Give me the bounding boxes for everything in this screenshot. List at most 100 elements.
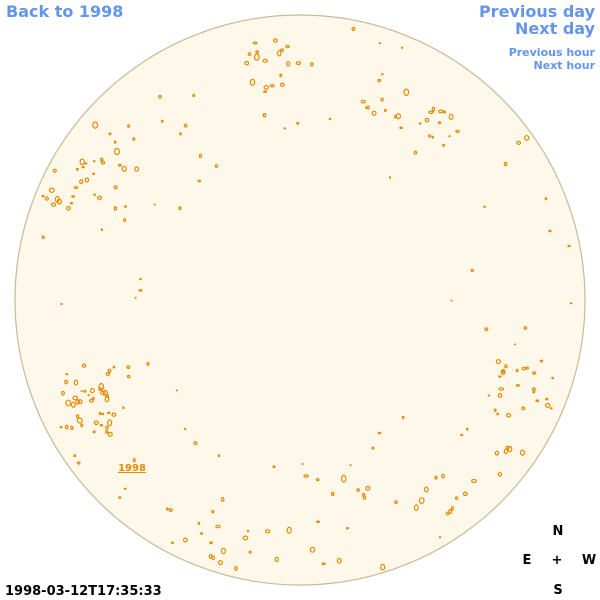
feature: [113, 140, 117, 144]
feature: [64, 379, 69, 385]
feature: [532, 371, 537, 375]
feature: [400, 46, 404, 50]
feature: [242, 535, 249, 541]
feature: [423, 486, 429, 493]
feature: [380, 563, 386, 571]
feature: [126, 374, 131, 379]
feature: [96, 195, 103, 200]
feature: [384, 108, 387, 113]
feature: [498, 375, 502, 378]
feature: [158, 94, 162, 99]
feature: [263, 90, 268, 93]
feature: [431, 106, 436, 112]
feature: [548, 229, 552, 233]
feature: [471, 478, 477, 484]
back-link[interactable]: Back to 1998: [6, 2, 123, 21]
feature: [198, 153, 203, 158]
feature: [455, 496, 459, 500]
feature: [394, 500, 398, 505]
region-link[interactable]: 1998: [118, 463, 146, 474]
feature: [315, 478, 320, 482]
previous-hour-link[interactable]: Previous hour: [509, 46, 596, 59]
feature: [269, 84, 275, 88]
magnetic-features: [41, 26, 573, 571]
feature: [200, 532, 204, 535]
feature: [455, 129, 460, 133]
feature: [168, 508, 173, 513]
feature: [247, 52, 252, 56]
feature: [79, 158, 85, 166]
feature: [107, 368, 112, 373]
feature: [504, 364, 508, 369]
feature: [102, 389, 109, 396]
feature: [401, 415, 405, 420]
feature: [388, 176, 392, 179]
feature: [104, 396, 110, 403]
feature: [76, 461, 81, 465]
feature: [89, 387, 95, 394]
feature: [215, 524, 221, 529]
feature: [500, 369, 506, 376]
feature: [413, 504, 419, 511]
feature: [56, 198, 63, 205]
feature: [428, 110, 434, 115]
feature: [441, 473, 446, 479]
feature: [248, 550, 252, 554]
feature: [521, 406, 526, 411]
compass-south: S: [553, 583, 562, 598]
feature: [506, 412, 512, 418]
feature: [146, 361, 150, 366]
feature: [183, 427, 187, 431]
feature: [437, 109, 444, 114]
feature: [76, 417, 83, 424]
feature: [487, 394, 491, 397]
feature: [138, 288, 143, 292]
compass-west: W: [582, 553, 596, 568]
feature: [165, 507, 169, 511]
feature: [170, 541, 174, 545]
feature: [193, 441, 198, 446]
feature: [65, 373, 69, 376]
previous-day-link[interactable]: Previous day: [479, 2, 596, 21]
feature: [497, 392, 503, 398]
feature: [113, 206, 118, 211]
feature: [69, 201, 74, 205]
feature: [448, 113, 454, 121]
feature: [134, 166, 140, 172]
feature: [567, 244, 571, 248]
feature: [450, 506, 455, 511]
feature: [217, 454, 221, 458]
feature: [295, 61, 301, 66]
next-day-link[interactable]: Next day: [515, 19, 596, 38]
feature: [93, 160, 96, 163]
feature: [399, 126, 404, 130]
feature: [60, 303, 63, 306]
feature: [175, 389, 178, 392]
feature: [113, 185, 118, 190]
feature: [244, 60, 250, 66]
feature: [122, 218, 127, 223]
feature: [377, 78, 382, 83]
feature: [179, 132, 182, 136]
next-hour-link[interactable]: Next hour: [534, 59, 596, 72]
feature: [72, 395, 79, 401]
feature: [105, 430, 109, 434]
feature: [328, 117, 332, 121]
feature: [519, 449, 526, 456]
feature: [233, 565, 238, 571]
feature: [208, 554, 213, 559]
feature: [448, 509, 453, 515]
feature: [197, 521, 200, 526]
feature: [75, 414, 80, 419]
feature: [531, 387, 536, 392]
feature: [214, 164, 219, 168]
feature: [460, 434, 464, 437]
feature: [117, 163, 122, 167]
feature: [105, 372, 111, 376]
feature: [483, 205, 487, 208]
feature: [545, 397, 549, 401]
feature: [349, 464, 352, 467]
feature: [377, 431, 382, 435]
feature: [316, 520, 321, 523]
feature: [132, 458, 136, 463]
